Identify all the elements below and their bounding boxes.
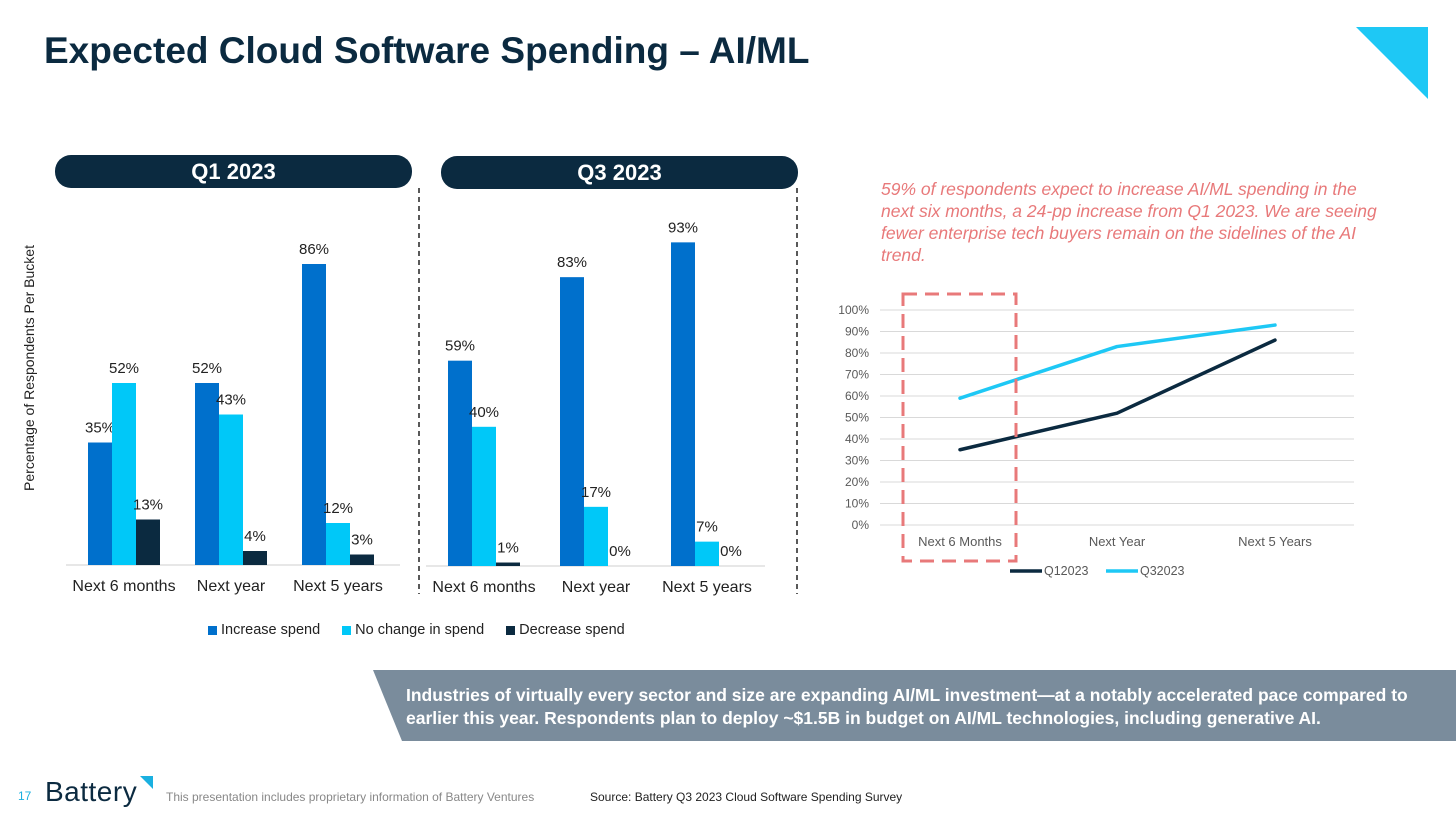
bar-data-label: 52%: [192, 360, 222, 377]
logo-mark-icon: [140, 776, 153, 789]
legend-item-decrease: Decrease spend: [506, 622, 625, 638]
highlight-box: [901, 292, 1018, 563]
y-tick-label: 0%: [852, 518, 870, 532]
legend-item-increase: Increase spend: [208, 622, 320, 638]
series-line: [958, 323, 1277, 400]
bar: [112, 383, 136, 565]
bar-data-label: 7%: [696, 519, 718, 536]
bar-data-label: 40%: [469, 404, 499, 421]
bar-data-label: 35%: [85, 420, 115, 437]
bar-data-label: 3%: [351, 532, 373, 549]
bar-data-label: 83%: [557, 254, 587, 271]
bar-data-label: 17%: [581, 484, 611, 501]
bar: [448, 360, 472, 566]
y-tick-label: 30%: [845, 454, 869, 468]
bar: [88, 442, 112, 565]
bar: [560, 277, 584, 566]
bar: [302, 264, 326, 565]
legend-label-no-change: No change in spend: [355, 622, 485, 638]
legend-label-increase: Increase spend: [221, 622, 321, 638]
y-tick-label: 90%: [845, 325, 869, 339]
y-tick-label: 50%: [845, 411, 869, 425]
bar: [326, 523, 350, 565]
bar-data-label: 1%: [497, 540, 519, 557]
bar-data-label: 52%: [109, 360, 139, 377]
banner-text: Industries of virtually every sector and…: [406, 685, 1408, 728]
y-tick-label: 100%: [838, 303, 869, 317]
legend-swatch-increase: [208, 625, 217, 635]
corner-accent-shape: [1356, 27, 1428, 99]
footer-disclaimer: This presentation includes proprietary i…: [166, 790, 535, 804]
legend-label-decrease: Decrease spend: [519, 622, 625, 638]
y-tick-label: 70%: [845, 368, 869, 382]
bar: [472, 426, 496, 566]
bar: [195, 383, 219, 565]
bar-data-label: 86%: [299, 241, 329, 258]
bar: [584, 506, 608, 566]
legend-item-no-change: No change in spend: [342, 622, 484, 638]
bar-legend: Increase spend No change in spend Decrea…: [208, 622, 625, 638]
bar: [695, 541, 719, 566]
legend-label: Q12023: [1044, 564, 1089, 578]
x-tick-label: Next 6 months: [432, 579, 535, 596]
q1-panel-label: Q1 2023: [55, 155, 412, 188]
legend-label: Q32023: [1140, 564, 1185, 578]
bar: [671, 242, 695, 567]
bar: [136, 519, 160, 565]
x-tick-label: Next year: [562, 579, 631, 596]
legend-swatch-decrease: [506, 625, 516, 635]
x-tick-label: Next 5 years: [662, 579, 752, 596]
bar-data-label: 4%: [244, 528, 266, 545]
series-line: [958, 338, 1277, 452]
callout-text: 59% of respondents expect to increase AI…: [881, 179, 1377, 265]
legend-swatch-no-change: [342, 625, 352, 635]
bar: [219, 414, 243, 565]
x-tick-label: Next year: [197, 578, 266, 595]
y-tick-label: 60%: [845, 389, 869, 403]
q3-panel-label: Q3 2023: [441, 156, 798, 189]
source-note: Source: Battery Q3 2023 Cloud Software S…: [590, 790, 903, 804]
x-tick-label: Next 5 years: [293, 578, 383, 595]
bar-data-label: 93%: [668, 219, 698, 236]
battery-logo: Battery: [45, 776, 138, 807]
page-title: Expected Cloud Software Spending – AI/ML: [44, 30, 810, 71]
y-tick-label: 20%: [845, 475, 869, 489]
bar-data-label: 0%: [609, 543, 631, 560]
y-tick-label: 80%: [845, 346, 869, 360]
page-number: 17: [18, 789, 32, 803]
bar: [243, 551, 267, 565]
x-tick-label: Next 6 Months: [918, 534, 1002, 549]
bar-data-label: 59%: [445, 338, 475, 355]
bar: [496, 562, 520, 566]
bar-data-label: 13%: [133, 497, 163, 514]
y-tick-label: 40%: [845, 432, 869, 446]
bar-data-label: 43%: [216, 392, 246, 409]
bar: [350, 554, 374, 565]
x-tick-label: Next 6 months: [72, 578, 175, 595]
bar-data-label: 0%: [720, 543, 742, 560]
y-tick-label: 10%: [845, 497, 869, 511]
bar-data-label: 12%: [323, 500, 353, 517]
x-tick-label: Next Year: [1089, 534, 1146, 549]
x-tick-label: Next 5 Years: [1238, 534, 1312, 549]
